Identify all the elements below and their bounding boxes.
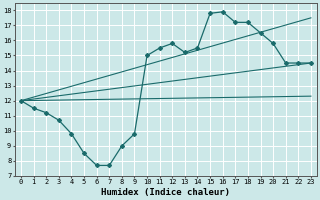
X-axis label: Humidex (Indice chaleur): Humidex (Indice chaleur) (101, 188, 230, 197)
